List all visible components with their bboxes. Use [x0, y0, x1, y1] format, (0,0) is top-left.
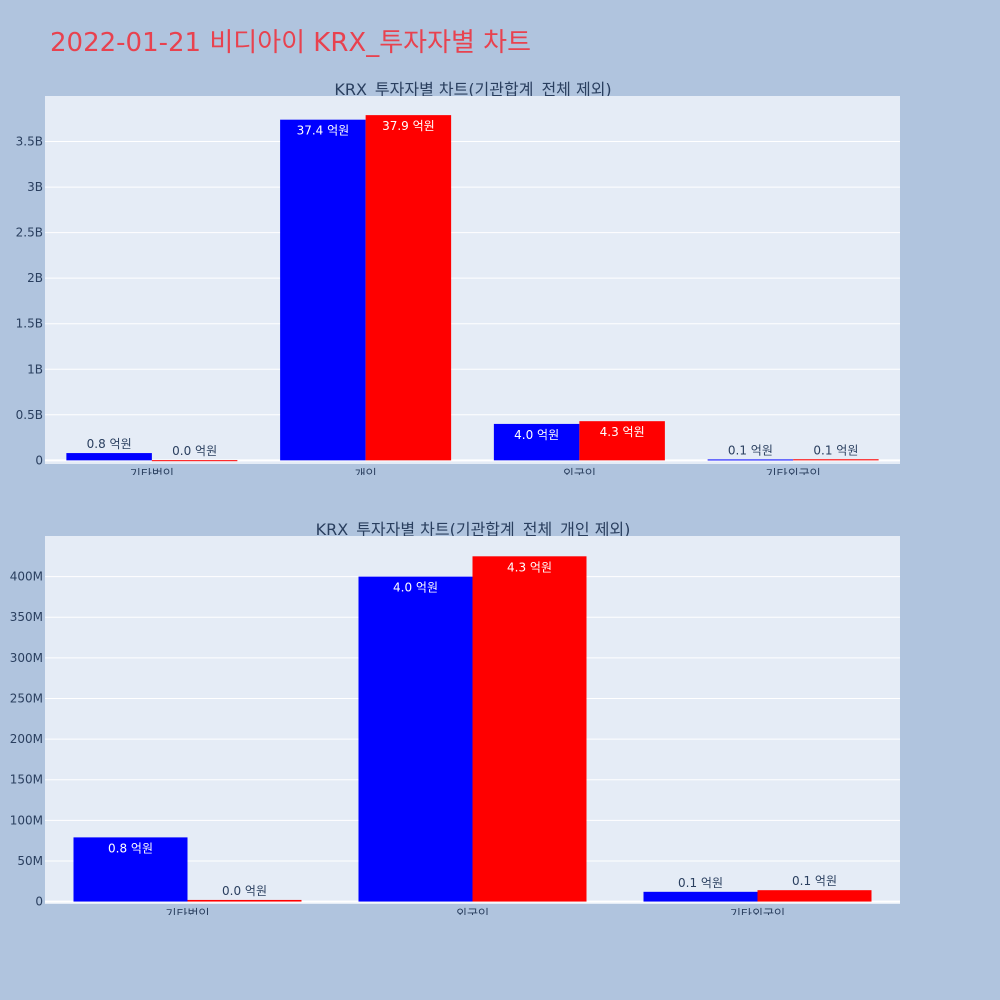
data-label: 0.1 억원	[728, 443, 773, 457]
bar[interactable]	[493, 423, 580, 461]
bar[interactable]	[66, 453, 152, 461]
bar[interactable]	[472, 556, 587, 902]
y-tick-label: 1.5B	[16, 317, 43, 331]
data-label: 37.4 억원	[297, 124, 350, 138]
data-label: 4.3 억원	[600, 425, 645, 439]
y-tick-label: 3.5B	[16, 135, 43, 149]
data-label: 0.8 억원	[87, 437, 132, 451]
y-tick-label: 100M	[10, 813, 43, 827]
y-tick-label: 250M	[10, 691, 43, 705]
y-tick-label: 2.5B	[16, 226, 43, 240]
bar[interactable]	[365, 115, 452, 461]
bar[interactable]	[643, 891, 758, 902]
data-label: 0.1 억원	[813, 443, 858, 457]
data-label: 4.0 억원	[514, 428, 559, 442]
bar[interactable]	[187, 899, 302, 902]
chart-title: KRX_투자자별 차트(기관합계_전체 제외)	[334, 80, 611, 100]
y-tick-label: 50M	[17, 854, 43, 868]
data-label: 0.1 억원	[792, 874, 837, 888]
y-tick-label: 2B	[27, 271, 43, 285]
y-tick-label: 150M	[10, 773, 43, 787]
data-label: 0.0 억원	[172, 444, 217, 458]
bar[interactable]	[280, 119, 366, 461]
bar[interactable]	[151, 460, 238, 462]
x-tick-label: 개인	[355, 467, 377, 475]
chart-title: KRX_투자자별 차트(기관합계_전체_개인 제외)	[316, 520, 631, 540]
data-label: 0.8 억원	[108, 841, 153, 855]
data-label: 0.0 억원	[222, 884, 267, 898]
y-tick-label: 400M	[10, 570, 43, 584]
data-label: 0.1 억원	[678, 876, 723, 890]
bar[interactable]	[73, 837, 188, 902]
data-label: 4.3 억원	[507, 560, 552, 574]
chart-top: KRX_투자자별 차트(기관합계_전체 제외) 0 0.5B 1B 1.5B 2B 2.5…	[16, 80, 900, 475]
bar[interactable]	[707, 459, 794, 461]
bar[interactable]	[358, 576, 473, 902]
page-title: 2022-01-21 비디아이 KRX_투자자별 차트	[50, 28, 532, 58]
y-tick-label: 3B	[27, 180, 43, 194]
y-tick-label: 1B	[27, 362, 43, 376]
y-tick-label: 0	[35, 895, 43, 909]
x-tick-label: 기타외국인	[766, 467, 821, 475]
y-tick-label: 300M	[10, 651, 43, 665]
bar[interactable]	[793, 459, 879, 461]
y-tick-label: 350M	[10, 610, 43, 624]
plot-area	[45, 96, 900, 464]
data-label: 37.9 억원	[382, 119, 435, 133]
chart-bottom: KRX_투자자별 차트(기관합계_전체_개인 제외) 0 50M 100M 150M 2…	[10, 520, 900, 915]
bar[interactable]	[579, 421, 665, 461]
y-tick-label: 0	[35, 453, 43, 467]
x-tick-label: 기타법인	[130, 467, 174, 475]
y-tick-label: 0.5B	[16, 408, 43, 422]
x-tick-label: 외국인	[456, 907, 489, 915]
x-tick-label: 기타외국인	[730, 907, 785, 915]
x-tick-label: 기타법인	[165, 907, 209, 915]
x-tick-label: 외국인	[563, 467, 596, 475]
y-tick-label: 200M	[10, 732, 43, 746]
bar[interactable]	[757, 890, 872, 902]
data-label: 4.0 억원	[393, 581, 438, 595]
